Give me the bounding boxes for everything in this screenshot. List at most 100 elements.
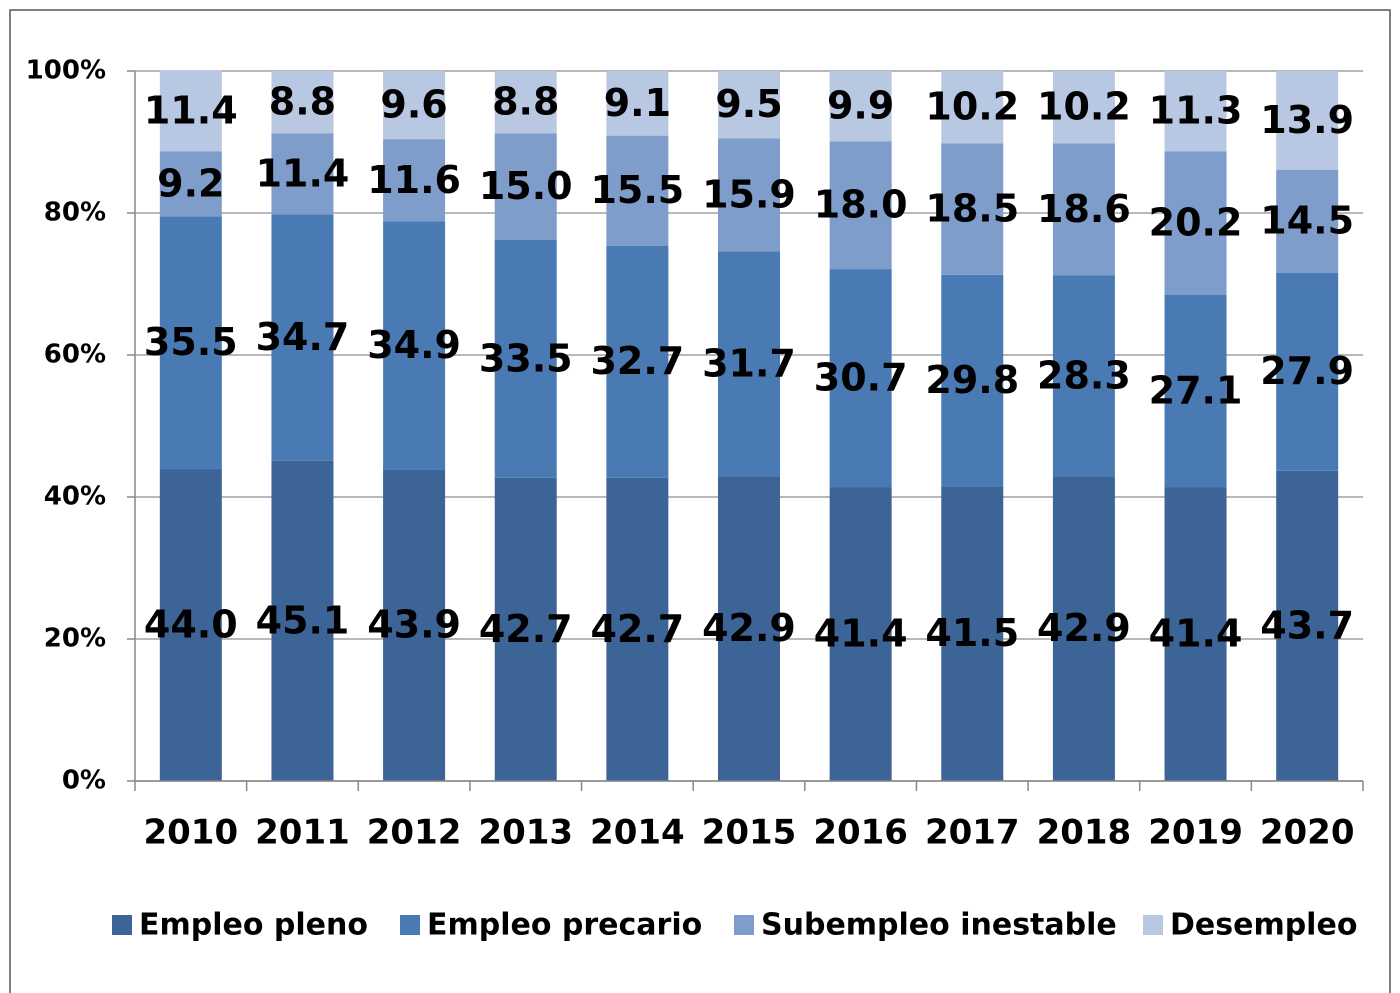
data-label: 27.1 [1149,368,1243,412]
bar-segment [494,239,557,478]
bar-segment [606,477,669,781]
legend-swatch [112,915,132,935]
y-tick-label: 100% [26,56,106,86]
bar-segment [606,135,669,246]
data-label: 11.4 [144,88,238,132]
bar-segment [159,70,222,152]
y-tick-label: 0% [62,766,106,796]
bar-segment [718,138,780,252]
bar-segment [494,477,557,781]
data-label: 13.9 [1260,98,1354,142]
x-tick-label: 2015 [702,813,797,853]
data-label: 9.9 [827,84,894,128]
bar-segment [271,133,334,215]
y-tick-label: 60% [44,340,106,370]
data-label: 42.7 [590,607,684,651]
data-label: 14.5 [1260,199,1354,243]
data-label: 8.8 [492,80,559,124]
data-label: 41.4 [814,612,908,656]
y-tick-label: 80% [44,198,106,228]
data-label: 30.7 [814,356,908,400]
legend-swatch [400,915,420,935]
bar-segment [941,143,1004,275]
data-label: 9.2 [157,161,224,205]
x-tick-label: 2013 [478,813,573,853]
bar-segment [1052,275,1115,477]
bar-segment [1052,143,1115,276]
data-label: 43.9 [367,603,461,647]
bar-segment [1164,151,1227,295]
bar-segment [159,151,222,217]
bar-segment [271,214,334,461]
data-label: 34.7 [256,315,350,359]
bar-segment [1276,470,1339,781]
data-label: 29.8 [925,358,1019,402]
bar-segment [1276,272,1339,471]
bar-segment [941,274,1004,487]
x-tick-label: 2019 [1148,813,1243,853]
legend-label: Empleo pleno [139,908,368,943]
bar-segment [1164,294,1227,488]
data-label: 28.3 [1037,353,1131,397]
data-label: 10.2 [925,85,1019,129]
data-label: 11.3 [1149,89,1243,133]
bar-segment [494,71,557,134]
data-label: 8.8 [269,80,336,124]
legend-swatch [734,915,754,935]
data-label: 34.9 [367,323,461,367]
bar-segment [383,139,446,222]
data-label: 33.5 [479,336,573,380]
data-label: 10.2 [1037,85,1131,129]
data-label: 32.7 [590,339,684,383]
bar-segment [606,71,669,136]
legend-label: Subempleo inestable [761,908,1117,943]
bar-segment [383,469,446,781]
data-label: 42.9 [1037,606,1131,650]
bar-segment [383,71,446,140]
data-label: 11.6 [367,158,461,202]
bar-segment [1276,71,1339,170]
bar-segment [1164,71,1227,152]
bar-segment [1052,476,1115,781]
bar-segment [718,476,780,781]
x-tick-label: 2016 [813,813,908,853]
y-tick-label: 20% [44,624,106,654]
bar-segment [271,71,334,134]
chart-border [9,9,1391,993]
bar-segment [606,245,669,478]
data-label: 45.1 [256,598,350,642]
data-label: 15.0 [479,164,573,208]
data-label: 44.0 [144,602,238,646]
data-label: 15.5 [590,168,684,212]
data-label: 42.7 [479,607,573,651]
bar-segment [829,141,892,270]
data-label: 9.5 [715,82,782,126]
bar-segment [718,71,780,139]
legend-label: Desempleo [1170,908,1357,943]
x-tick-label: 2018 [1037,813,1132,853]
data-label: 15.9 [702,172,796,216]
data-label: 43.7 [1260,603,1354,647]
data-label: 18.5 [925,187,1019,231]
legend-label: Empleo precario [427,908,702,943]
bar-segment [1276,169,1339,273]
bar-segment [383,221,446,470]
data-label: 20.2 [1149,200,1243,244]
bar-segment [718,251,780,477]
data-label: 18.6 [1037,187,1131,231]
data-label: 41.4 [1149,612,1243,656]
data-label: 31.7 [702,341,796,385]
bar-segment [829,487,892,781]
y-tick-label: 40% [44,482,106,512]
x-tick-label: 2011 [255,813,350,853]
bar-segment [494,133,557,240]
data-label: 18.0 [814,183,908,227]
data-label: 9.1 [604,81,671,125]
bar-segment [159,216,222,469]
x-tick-label: 2014 [590,813,685,853]
data-label: 42.9 [702,606,796,650]
x-tick-label: 2020 [1260,813,1355,853]
bar-segment [1052,71,1115,144]
x-tick-label: 2017 [925,813,1020,853]
data-label: 9.6 [380,83,447,127]
